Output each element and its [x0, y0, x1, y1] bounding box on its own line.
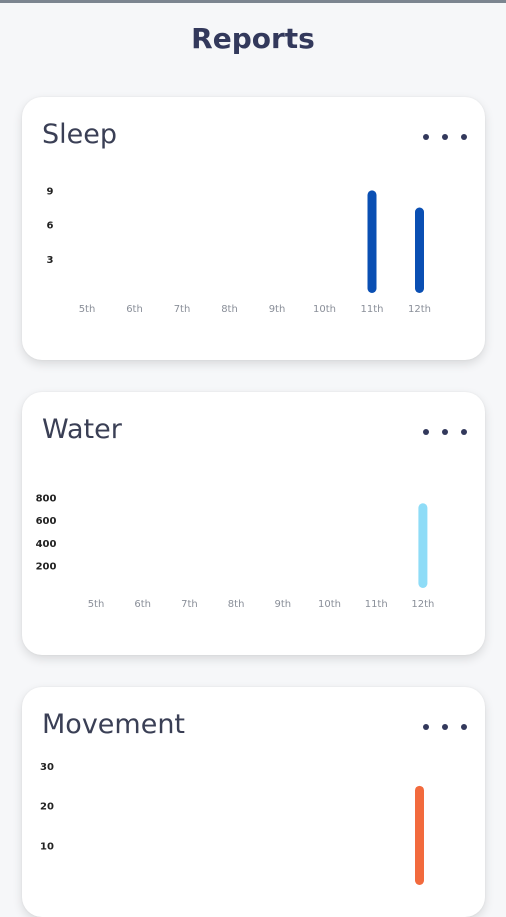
more-dot [461, 429, 467, 435]
x-tick-label: 9th [269, 304, 286, 315]
y-tick-label: 600 [36, 516, 57, 527]
x-tick-label: 10th [313, 304, 336, 315]
page-title: Reports [191, 22, 315, 55]
x-tick-label: 5th [88, 599, 105, 610]
x-tick-label: 10th [318, 599, 341, 610]
x-tick-label: 8th [221, 304, 238, 315]
x-tick-label: 12th [408, 304, 431, 315]
more-dot [442, 134, 448, 140]
more-options-button[interactable] [423, 420, 467, 444]
x-tick-label: 11th [361, 304, 384, 315]
more-horizontal-icon [423, 724, 429, 730]
movement-chart: 10 20 30 [40, 762, 424, 885]
y-tick-label: 3 [47, 255, 54, 266]
more-dot [461, 724, 467, 730]
x-tick-label: 7th [181, 599, 198, 610]
y-tick-label: 9 [47, 186, 54, 197]
more-dot [442, 429, 448, 435]
card-title: Water [42, 414, 122, 445]
water-chart: 200 400 600 800 5th 6th 7th 8th 9th 10th 11th 12th [36, 494, 435, 610]
sleep-card[interactable]: Sleep 3 6 9 5th 6th 7th 8th 9th 10th 11th 12th [22, 97, 485, 360]
x-tick-label: 11th [365, 599, 388, 610]
bar-12th[interactable] [418, 503, 428, 588]
more-horizontal-icon [423, 429, 429, 435]
more-horizontal-icon [423, 134, 429, 140]
bar-12th[interactable] [415, 785, 424, 885]
card-title: Sleep [42, 119, 118, 150]
top-divider [0, 0, 506, 3]
y-tick-label: 30 [40, 762, 54, 773]
sleep-chart: 3 6 9 5th 6th 7th 8th 9th 10th 11th 12th [47, 186, 431, 315]
more-dot [442, 724, 448, 730]
bar-11th[interactable] [367, 190, 377, 293]
more-options-button[interactable] [423, 715, 467, 739]
x-tick-label: 6th [126, 304, 143, 315]
x-tick-label: 5th [79, 304, 96, 315]
y-tick-label: 400 [36, 539, 57, 550]
more-dot [461, 134, 467, 140]
card-title: Movement [42, 709, 186, 740]
y-tick-label: 10 [40, 841, 54, 852]
x-tick-label: 8th [228, 599, 245, 610]
more-options-button[interactable] [423, 125, 467, 149]
x-tick-label: 6th [134, 599, 151, 610]
y-tick-label: 20 [40, 802, 54, 813]
x-tick-label: 9th [274, 599, 291, 610]
y-tick-label: 800 [36, 494, 57, 505]
x-tick-label: 12th [411, 599, 434, 610]
y-tick-label: 200 [36, 561, 57, 572]
bar-12th[interactable] [415, 207, 424, 294]
movement-card[interactable]: Movement 10 20 30 [22, 687, 485, 917]
x-tick-label: 7th [174, 304, 191, 315]
water-card[interactable]: Water 200 400 600 800 5th 6th 7th 8th 9th 10th 11t… [22, 392, 485, 655]
y-tick-label: 6 [47, 221, 54, 232]
